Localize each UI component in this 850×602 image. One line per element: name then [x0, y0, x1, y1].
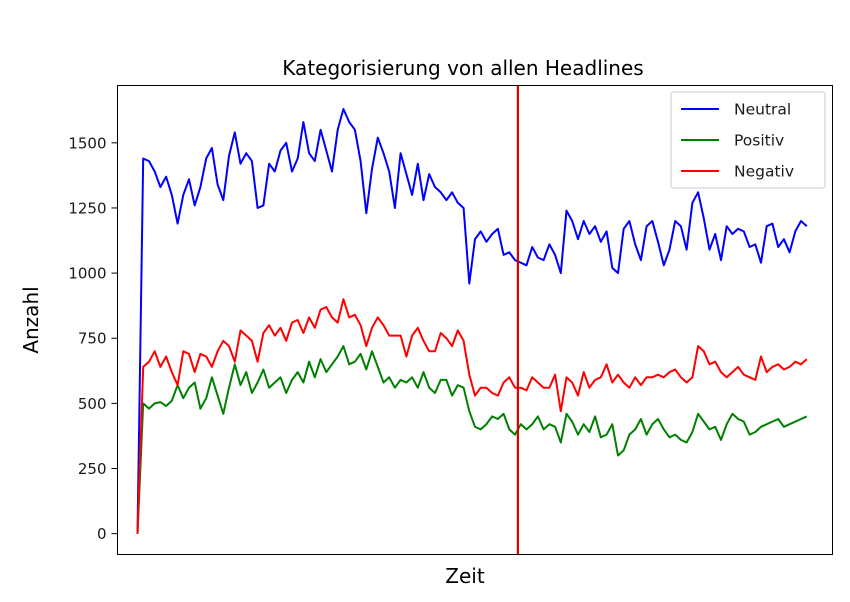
series-line-positiv [136, 345, 808, 534]
series-line-neutral [136, 108, 808, 534]
y-tick-label: 0 [97, 525, 107, 543]
plot-area [117, 85, 833, 555]
series-lines [136, 108, 808, 534]
y-tick-label: 500 [78, 395, 107, 413]
series-line-negativ [136, 298, 808, 534]
y-axis-label: Anzahl [19, 286, 43, 353]
legend-label-neutral: Neutral [734, 101, 791, 119]
x-axis-label: Zeit [445, 564, 485, 588]
y-tick-label: 750 [78, 330, 107, 348]
y-tick-label: 1500 [68, 134, 106, 152]
y-tick-label: 250 [78, 460, 107, 478]
legend-label-negativ: Negativ [734, 163, 794, 181]
chart-title: Kategorisierung von allen Headlines [282, 56, 643, 80]
y-axis: 0 250 500 750 1000 1250 1500 [68, 134, 118, 543]
y-tick-label: 1000 [68, 265, 106, 283]
legend-box [670, 91, 826, 189]
y-tick-label: 1250 [68, 199, 106, 217]
legend-label-positiv: Positiv [734, 132, 784, 150]
legend: Neutral Positiv Negativ [670, 91, 826, 189]
